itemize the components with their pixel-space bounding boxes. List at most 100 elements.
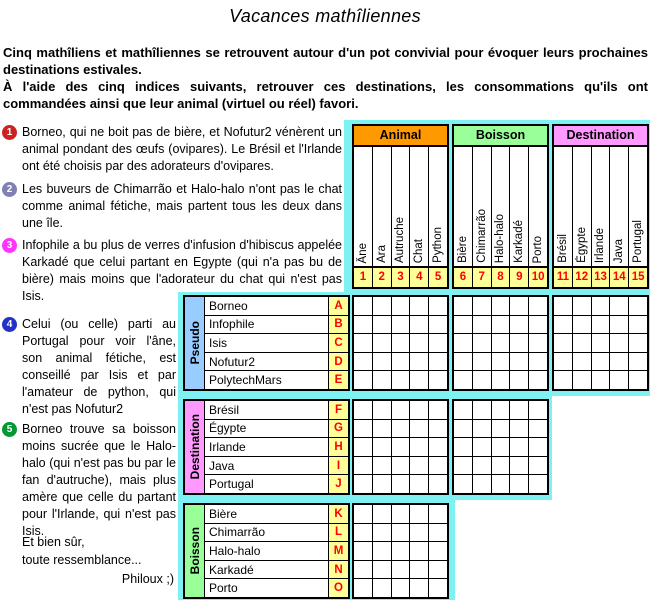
grid-cell[interactable] xyxy=(372,334,391,352)
grid-cell[interactable] xyxy=(372,315,391,334)
grid-cell[interactable] xyxy=(529,475,547,493)
grid-cell[interactable] xyxy=(629,334,647,352)
grid-cell[interactable] xyxy=(454,438,472,456)
grid-cell[interactable] xyxy=(372,419,391,438)
grid-cell[interactable] xyxy=(410,456,429,475)
grid-cell[interactable] xyxy=(554,334,572,352)
grid-cell[interactable] xyxy=(410,542,429,560)
grid-cell[interactable] xyxy=(372,371,391,389)
grid-cell[interactable] xyxy=(629,315,647,334)
grid-cell[interactable] xyxy=(529,334,547,352)
grid-cell[interactable] xyxy=(354,371,372,389)
grid-cell[interactable] xyxy=(510,334,529,352)
grid-cell[interactable] xyxy=(610,315,629,334)
grid-cell[interactable] xyxy=(554,371,572,389)
grid-cell[interactable] xyxy=(454,371,472,389)
grid-cell[interactable] xyxy=(410,560,429,579)
grid-cell[interactable] xyxy=(554,315,572,334)
grid-cell[interactable] xyxy=(529,371,547,389)
grid-cell[interactable] xyxy=(591,315,610,334)
grid-cell[interactable] xyxy=(391,419,410,438)
grid-cell[interactable] xyxy=(410,315,429,334)
grid-cell[interactable] xyxy=(391,438,410,456)
grid-cell[interactable] xyxy=(410,334,429,352)
grid-cell[interactable] xyxy=(372,560,391,579)
grid-cell[interactable] xyxy=(454,315,472,334)
grid-cell[interactable] xyxy=(391,475,410,493)
grid-cell[interactable] xyxy=(529,401,547,419)
grid-cell[interactable] xyxy=(610,297,629,315)
grid-cell[interactable] xyxy=(429,297,447,315)
grid-cell[interactable] xyxy=(510,401,529,419)
grid-cell[interactable] xyxy=(391,401,410,419)
grid-cell[interactable] xyxy=(429,438,447,456)
grid-cell[interactable] xyxy=(410,371,429,389)
grid-cell[interactable] xyxy=(510,371,529,389)
grid-cell[interactable] xyxy=(554,352,572,371)
grid-cell[interactable] xyxy=(491,419,510,438)
grid-cell[interactable] xyxy=(372,579,391,597)
grid-cell[interactable] xyxy=(572,334,591,352)
grid-cell[interactable] xyxy=(391,352,410,371)
grid-cell[interactable] xyxy=(472,352,491,371)
grid-cell[interactable] xyxy=(472,297,491,315)
grid-cell[interactable] xyxy=(454,352,472,371)
grid-cell[interactable] xyxy=(429,542,447,560)
grid-cell[interactable] xyxy=(410,297,429,315)
grid-cell[interactable] xyxy=(510,352,529,371)
grid-cell[interactable] xyxy=(472,456,491,475)
grid-cell[interactable] xyxy=(510,475,529,493)
grid-cell[interactable] xyxy=(429,352,447,371)
grid-cell[interactable] xyxy=(372,456,391,475)
grid-cell[interactable] xyxy=(372,505,391,523)
grid-cell[interactable] xyxy=(572,371,591,389)
grid-cell[interactable] xyxy=(410,352,429,371)
grid-cell[interactable] xyxy=(354,334,372,352)
grid-cell[interactable] xyxy=(429,456,447,475)
grid-cell[interactable] xyxy=(529,297,547,315)
grid-cell[interactable] xyxy=(372,475,391,493)
grid-cell[interactable] xyxy=(391,297,410,315)
grid-cell[interactable] xyxy=(491,352,510,371)
grid-cell[interactable] xyxy=(372,438,391,456)
grid-cell[interactable] xyxy=(591,334,610,352)
grid-cell[interactable] xyxy=(491,334,510,352)
grid-cell[interactable] xyxy=(629,297,647,315)
grid-cell[interactable] xyxy=(410,419,429,438)
grid-cell[interactable] xyxy=(591,352,610,371)
grid-cell[interactable] xyxy=(491,438,510,456)
grid-cell[interactable] xyxy=(472,334,491,352)
grid-cell[interactable] xyxy=(472,475,491,493)
grid-cell[interactable] xyxy=(529,456,547,475)
grid-cell[interactable] xyxy=(454,475,472,493)
grid-cell[interactable] xyxy=(610,334,629,352)
grid-cell[interactable] xyxy=(354,560,372,579)
grid-cell[interactable] xyxy=(472,438,491,456)
grid-cell[interactable] xyxy=(354,315,372,334)
grid-cell[interactable] xyxy=(354,352,372,371)
grid-cell[interactable] xyxy=(629,371,647,389)
grid-cell[interactable] xyxy=(429,475,447,493)
grid-cell[interactable] xyxy=(429,315,447,334)
grid-cell[interactable] xyxy=(354,456,372,475)
grid-cell[interactable] xyxy=(472,371,491,389)
grid-cell[interactable] xyxy=(372,352,391,371)
grid-cell[interactable] xyxy=(391,334,410,352)
grid-cell[interactable] xyxy=(554,297,572,315)
grid-cell[interactable] xyxy=(429,371,447,389)
grid-cell[interactable] xyxy=(529,315,547,334)
grid-cell[interactable] xyxy=(372,523,391,542)
grid-cell[interactable] xyxy=(391,315,410,334)
grid-cell[interactable] xyxy=(429,419,447,438)
grid-cell[interactable] xyxy=(491,456,510,475)
grid-cell[interactable] xyxy=(354,419,372,438)
grid-cell[interactable] xyxy=(410,438,429,456)
grid-cell[interactable] xyxy=(529,438,547,456)
grid-cell[interactable] xyxy=(491,371,510,389)
grid-cell[interactable] xyxy=(472,315,491,334)
grid-cell[interactable] xyxy=(429,523,447,542)
grid-cell[interactable] xyxy=(372,297,391,315)
grid-cell[interactable] xyxy=(354,438,372,456)
grid-cell[interactable] xyxy=(491,297,510,315)
grid-cell[interactable] xyxy=(354,523,372,542)
